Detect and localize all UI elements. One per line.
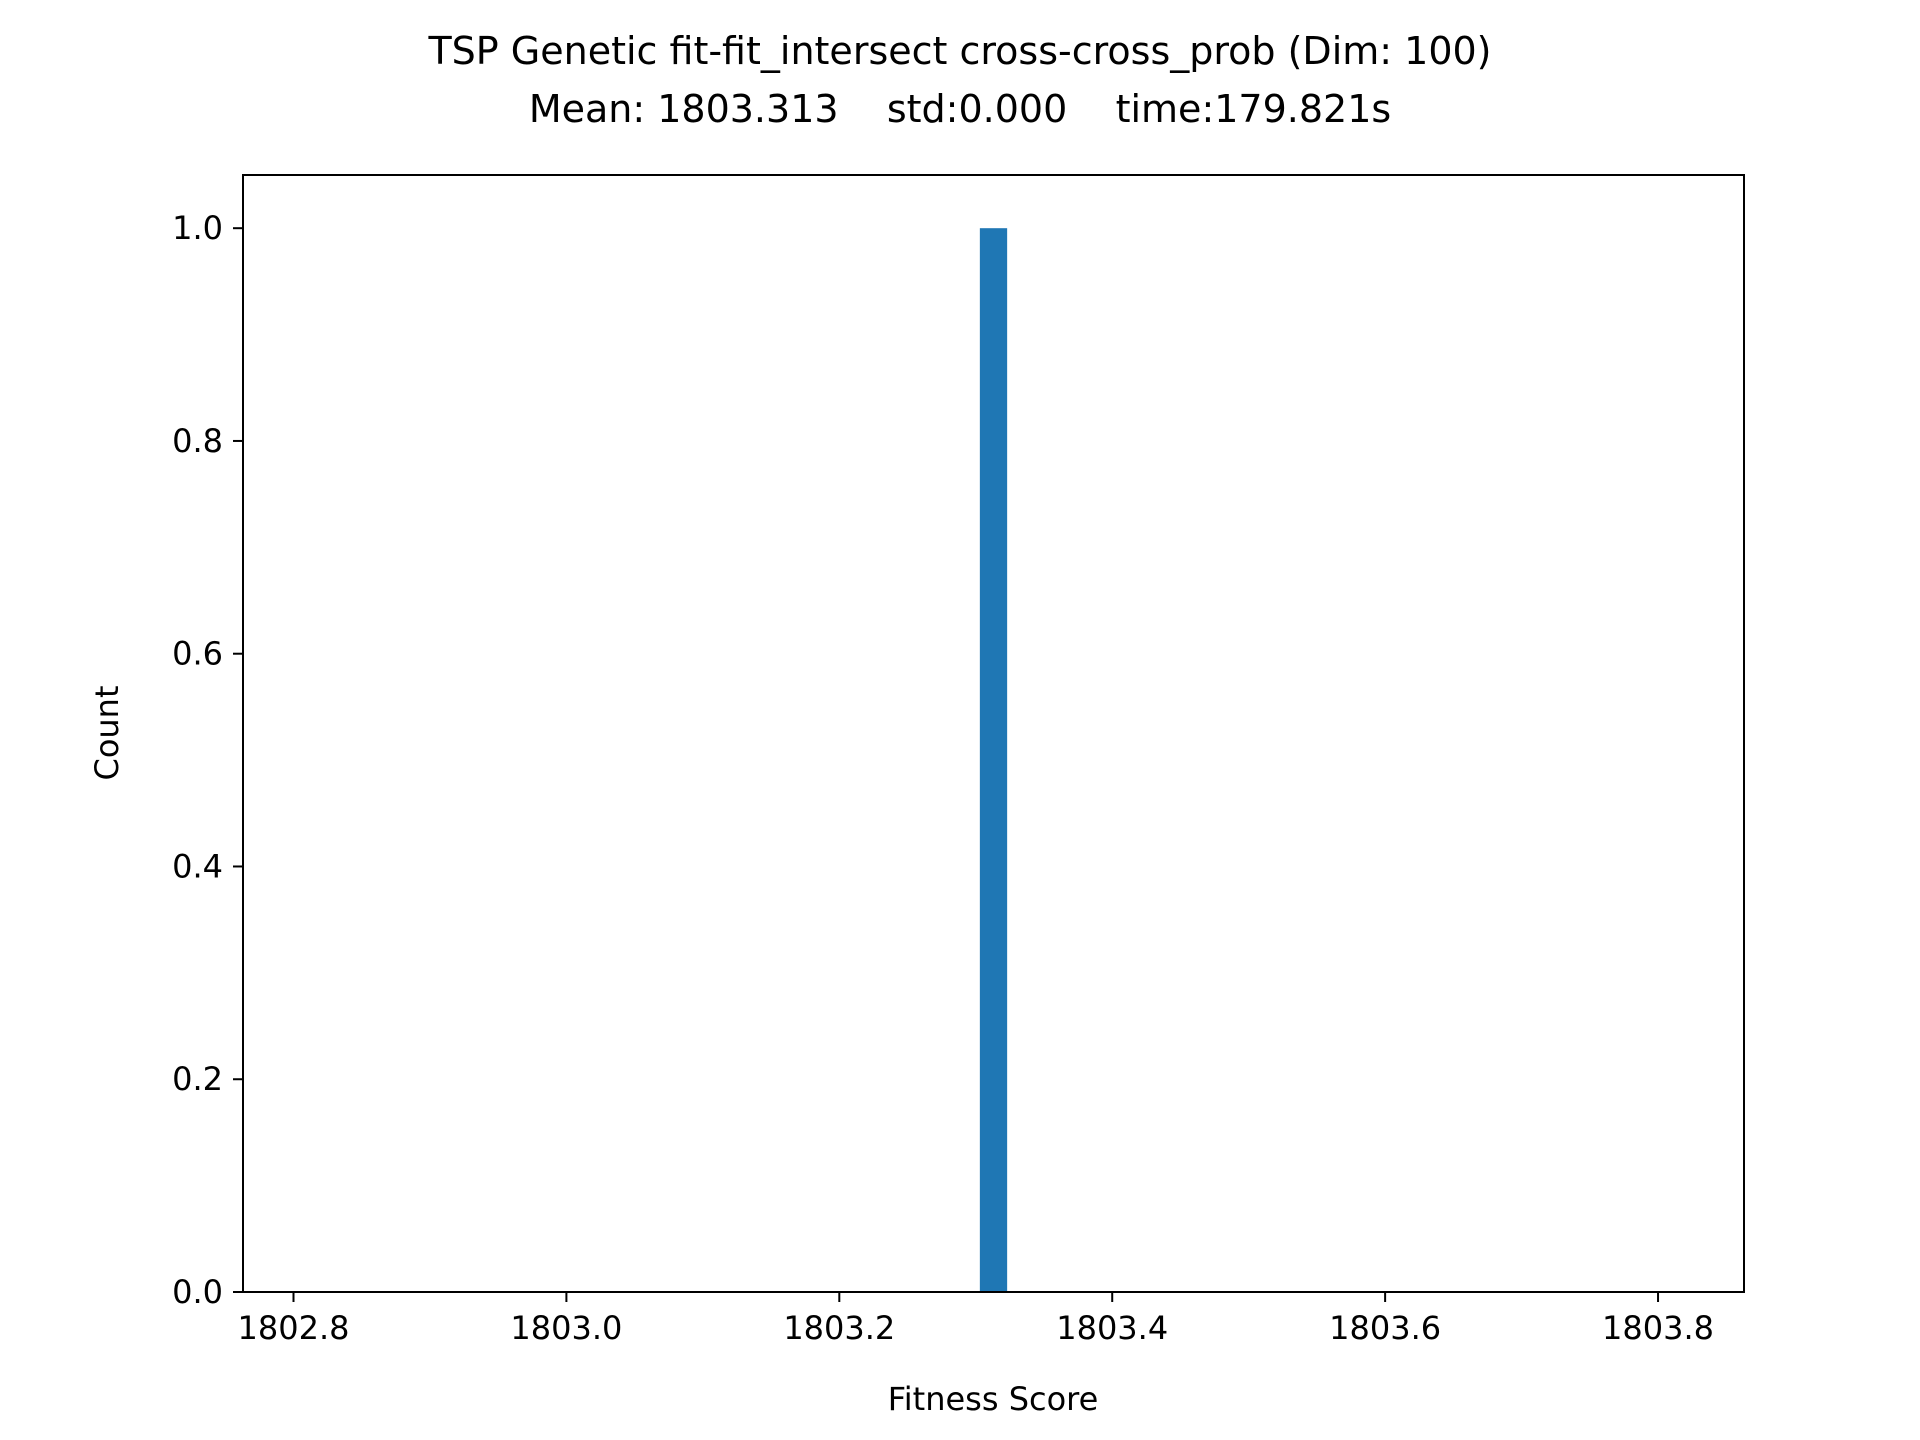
x-tick-label: 1803.2 <box>783 1309 895 1347</box>
x-axis-label: Fitness Score <box>888 1380 1099 1418</box>
chart-title: TSP Genetic fit-fit_intersect cross-cros… <box>427 29 1491 73</box>
y-tick-label: 1.0 <box>172 209 223 247</box>
plot-area-frame <box>242 174 1745 1293</box>
y-tick-label: 0.0 <box>172 1273 223 1311</box>
bars-layer <box>979 228 1008 1293</box>
y-tick-label: 0.6 <box>172 635 223 673</box>
chart-subtitle: Mean: 1803.313 std:0.000 time:179.821s <box>529 87 1391 131</box>
histogram-bar <box>979 228 1008 1293</box>
y-axis-ticks: 0.0 0.2 0.4 0.6 0.8 1.0 <box>172 209 243 1311</box>
x-tick-label: 1803.6 <box>1329 1309 1441 1347</box>
y-tick-label: 0.4 <box>172 847 223 885</box>
y-axis-label: Count <box>88 685 126 780</box>
x-axis-ticks: 1802.8 1803.0 1803.2 1803.4 1803.6 1803.8 <box>238 1292 1714 1347</box>
y-tick-label: 0.2 <box>172 1060 223 1098</box>
y-tick-label: 0.8 <box>172 422 223 460</box>
x-tick-label: 1803.4 <box>1056 1309 1168 1347</box>
x-tick-label: 1802.8 <box>238 1309 350 1347</box>
x-tick-label: 1803.0 <box>510 1309 622 1347</box>
x-tick-label: 1803.8 <box>1602 1309 1714 1347</box>
